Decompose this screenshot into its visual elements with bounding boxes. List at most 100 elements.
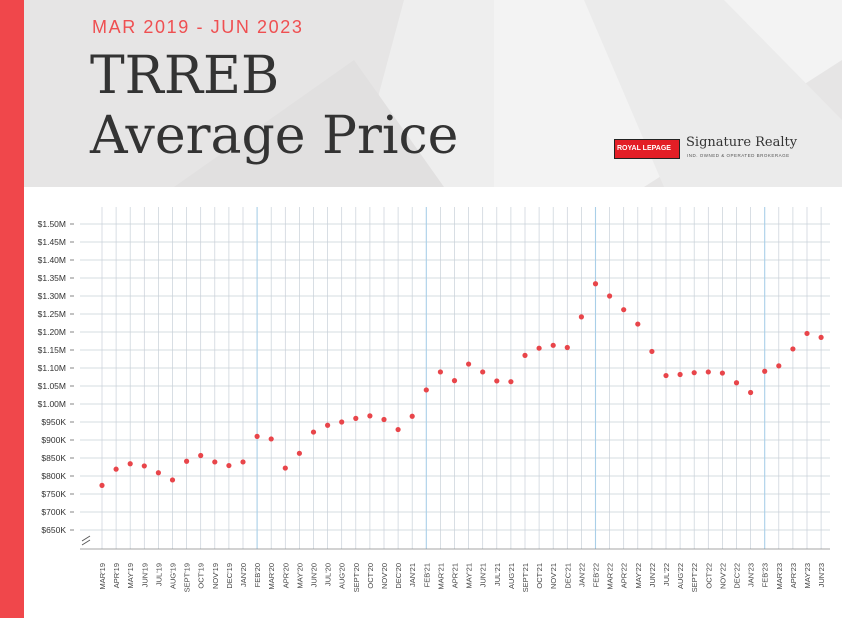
data-point [621,307,627,313]
data-point [353,415,359,421]
data-point [762,368,768,374]
axis-break-icon [81,535,91,546]
y-tick-label: $1.40M [38,255,66,265]
y-tick-label: $950K [41,417,66,427]
data-point [212,459,218,465]
x-tick-label: SEPT'19 [183,563,192,592]
x-tick-label: JAN'22 [577,563,586,587]
y-tick-label: $1.00M [38,399,66,409]
data-point [99,482,105,488]
data-point [480,369,486,375]
x-tick-label: FEB'20 [253,563,262,587]
y-tick-label: $700K [41,507,66,517]
x-tick-label: APR'21 [451,563,460,588]
royal-lepage-logo: ROYAL LEPAGE [614,139,680,159]
y-tick-label: $1.50M [38,219,66,229]
y-tick-label: $1.45M [38,237,66,247]
x-tick-label: APR'20 [281,563,290,588]
data-point [155,470,161,476]
y-tick-label: $1.30M [38,291,66,301]
x-tick-label: APR'23 [789,563,798,588]
data-point [113,466,119,472]
data-point [268,436,274,442]
y-tick-label: $850K [41,453,66,463]
data-point [282,465,288,471]
data-point [409,413,415,419]
title-line-1: TRREB [90,46,280,106]
x-tick-label: AUG'20 [338,563,347,589]
x-tick-label: JUL'19 [154,563,163,586]
x-tick-label: MAY'19 [126,563,135,588]
logo-tagline: IND. OWNED & OPERATED BROKERAGE [687,153,790,158]
y-tick-label: $750K [41,489,66,499]
data-point [423,387,429,393]
data-point [790,346,796,352]
data-points [99,281,824,488]
data-point [127,461,133,467]
x-tick-label: JUL'21 [493,563,502,586]
data-point [367,413,373,419]
x-tick-label: DEC'21 [563,563,572,589]
data-point [381,416,387,423]
x-tick-label: MAR'21 [436,563,445,589]
x-tick-label: AUG'22 [676,563,685,589]
y-tick-label: $900K [41,435,66,445]
x-tick-label: FEB'21 [422,563,431,587]
header-background-shapes [174,0,842,187]
data-point [184,458,190,464]
average-price-chart: $650K $700K $750K $800K $850K $900K $950K $1.00… [38,207,830,592]
data-point [691,370,697,376]
data-point [663,372,669,379]
data-point [141,463,147,469]
data-point [508,379,514,385]
data-point [466,361,472,367]
logo-brand-name: Signature Realty [686,135,798,150]
data-point [451,378,458,384]
y-tick-label: $1.20M [38,327,66,337]
page-title: TRREB Average Price [90,46,458,166]
data-point [578,314,585,320]
data-point [776,363,782,369]
x-tick-label: JUN'21 [479,563,488,587]
data-point [339,419,345,425]
x-tick-label: NOV'19 [211,563,220,589]
x-tick-label: OCT'19 [197,563,206,589]
x-tick-label: APR'22 [620,563,629,588]
data-point [395,426,401,433]
data-point [607,293,613,299]
x-tick-label: APR'19 [112,563,121,588]
x-tick-label: NOV'22 [718,563,727,589]
x-tick-label: SEPT'22 [690,563,699,592]
y-tick-label: $1.10M [38,363,66,373]
x-tick-label: OCT'21 [535,563,544,589]
data-point [748,389,754,396]
data-point [254,433,260,439]
axis-break-line [81,535,91,542]
header-banner: MAR 2019 - JUN 2023 TRREB Average Price [24,0,842,187]
date-range: MAR 2019 - JUN 2023 [92,17,304,37]
data-point [818,334,824,340]
x-tick-label: SEPT'20 [352,563,361,592]
x-tick-label: DEC'20 [394,563,403,589]
data-point [240,459,246,465]
data-point [592,281,599,287]
y-tick-label: $800K [41,471,66,481]
axis-break-line [81,539,91,546]
x-tick-label: DEC'19 [225,563,234,589]
x-tick-label: MAY'22 [634,563,643,588]
x-tick-label: FEB'23 [761,563,770,587]
data-point [494,378,500,384]
x-tick-label: MAY'20 [295,563,304,588]
x-tick-label: MAR'22 [606,563,615,589]
data-point [804,330,810,337]
x-tick-label: JUN'22 [648,563,657,587]
x-tick-label: MAR'23 [775,563,784,589]
x-tick-label: MAR'19 [98,563,107,589]
x-tick-label: AUG'19 [169,563,178,589]
x-tick-label: NOV'20 [380,563,389,589]
data-point [705,369,711,375]
x-axis-ticks: MAR'19 APR'19 MAY'19 JUN'19 JUL'19 AUG'19 SEPT… [98,563,826,592]
y-tick-label: $650K [41,525,66,535]
x-tick-label: FEB'22 [592,563,601,587]
data-point [310,429,317,435]
